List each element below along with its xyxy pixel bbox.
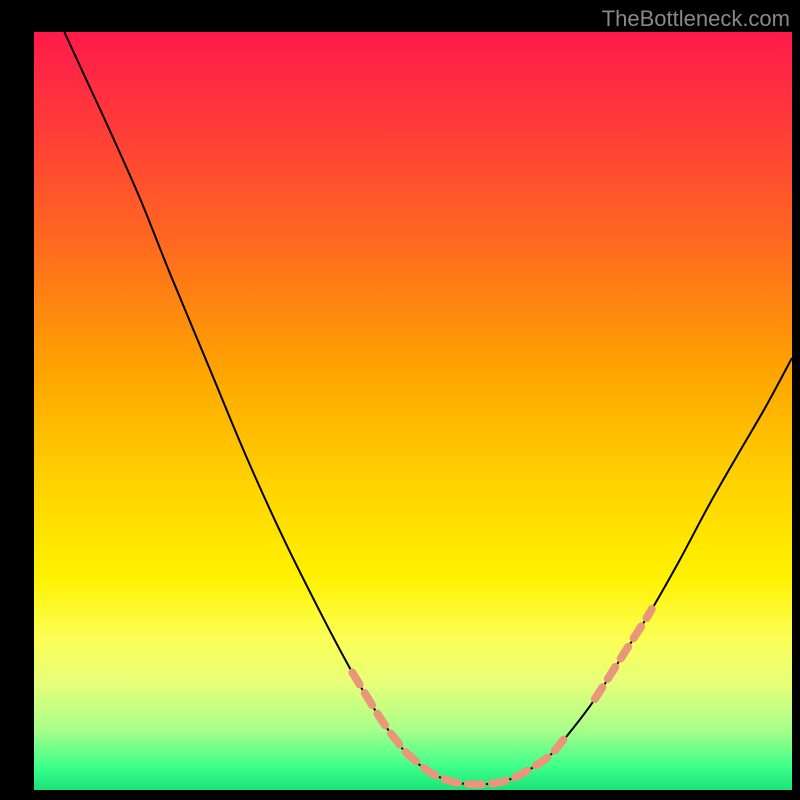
plot-area (34, 32, 792, 790)
chart-background (34, 32, 792, 790)
chart-svg (34, 32, 792, 790)
watermark: TheBottleneck.com (602, 6, 790, 32)
